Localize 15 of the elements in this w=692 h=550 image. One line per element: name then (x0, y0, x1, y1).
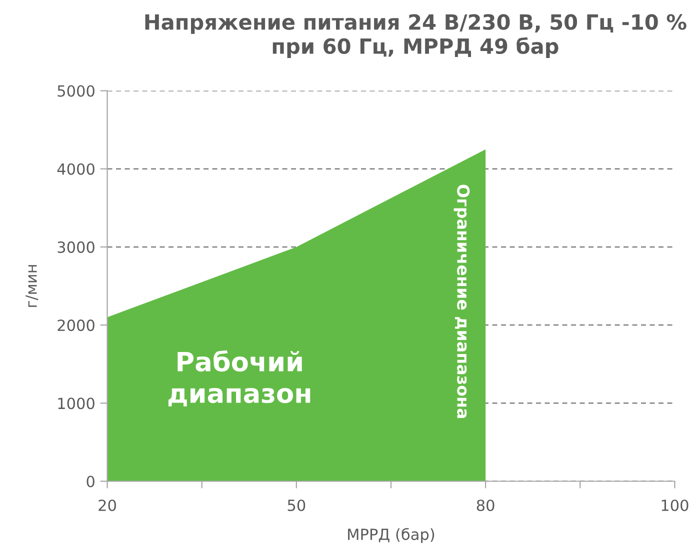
y-tick-label: 3000 (58, 241, 94, 253)
x-tick-label: 50 (288, 500, 306, 512)
y-tick-label: 5000 (58, 85, 94, 97)
annotation: Ограничение диапазона (454, 184, 470, 418)
x-tick-label: 20 (98, 500, 116, 512)
x-tick-label: 100 (662, 500, 688, 512)
y-tick-label: 0 (86, 476, 94, 488)
x-tick-label: 80 (476, 500, 494, 512)
y-tick-label: 2000 (58, 320, 94, 332)
x-axis-title: МРРД (бар) (348, 528, 434, 544)
annotation: Рабочий диапазон (168, 350, 310, 406)
y-tick-label: 1000 (58, 398, 94, 410)
chart-title: Напряжение питания 24 В/230 В, 50 Гц -10 % при 60 Гц, МРРД 49 бар (145, 14, 686, 58)
y-axis-title: г/мин (26, 265, 38, 307)
y-tick-label: 4000 (57, 163, 94, 175)
